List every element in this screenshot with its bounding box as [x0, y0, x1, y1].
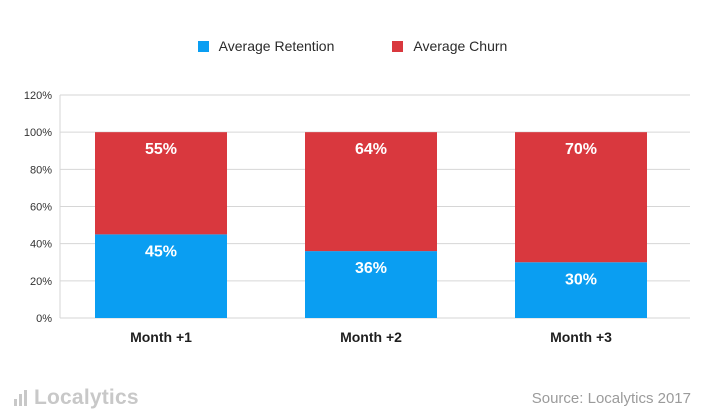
y-tick-label: 60% [30, 202, 52, 214]
bar-label-churn: 70% [565, 141, 597, 158]
brand-name: Localytics [34, 386, 139, 409]
bar-retention [95, 234, 227, 318]
bar-churn [515, 132, 647, 263]
legend-item-retention: Average Retention [197, 38, 335, 54]
bar-churn [95, 132, 227, 235]
brand-logo: Localytics [14, 386, 139, 410]
x-tick-label: Month +2 [340, 329, 402, 345]
x-tick-label: Month +1 [130, 329, 192, 345]
legend-swatch-retention [197, 40, 209, 52]
y-tick-label: 0% [36, 313, 52, 325]
legend-item-churn: Average Churn [392, 38, 507, 54]
legend: Average Retention Average Churn [0, 38, 705, 54]
legend-label-churn: Average Churn [413, 38, 508, 54]
y-tick-label: 120% [24, 90, 52, 102]
bar-churn [305, 132, 437, 252]
legend-label-retention: Average Retention [218, 38, 335, 54]
y-tick-label: 20% [30, 276, 52, 288]
bar-label-retention: 45% [145, 243, 177, 260]
legend-swatch-churn [392, 40, 404, 52]
bar-label-retention: 30% [565, 271, 597, 288]
bar-label-churn: 64% [355, 141, 387, 158]
bar-retention [305, 251, 437, 318]
y-tick-label: 80% [30, 164, 52, 176]
y-tick-label: 40% [30, 239, 52, 251]
source-note: Source: Localytics 2017 [531, 390, 691, 407]
bar-retention [515, 262, 647, 318]
x-tick-label: Month +3 [550, 329, 612, 345]
y-tick-label: 100% [24, 127, 52, 139]
bar-label-retention: 36% [355, 260, 387, 277]
bar-chart-icon [14, 390, 28, 406]
bar-label-churn: 55% [145, 141, 177, 158]
